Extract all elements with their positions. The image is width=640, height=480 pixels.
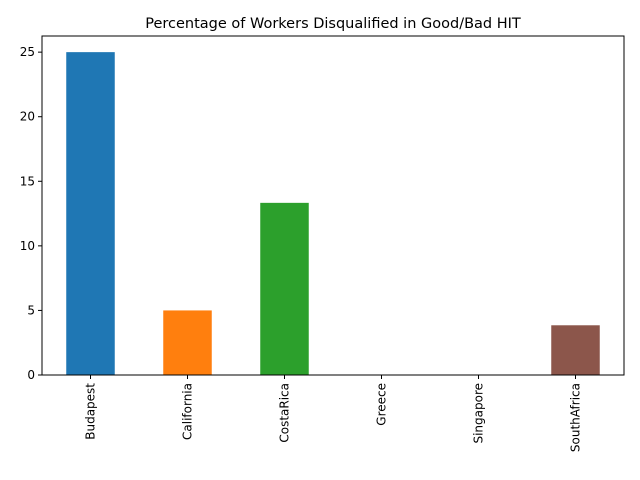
y-tick-label: 20 (20, 110, 35, 124)
y-tick-label: 5 (27, 303, 35, 317)
x-tick-label-greece: Greece (375, 383, 389, 426)
y-tick-label: 10 (20, 239, 35, 253)
chart-title: Percentage of Workers Disqualified in Go… (145, 16, 521, 32)
x-tick-label-costarica: CostaRica (278, 383, 292, 443)
y-axis-ticks: 0 5 10 15 20 25 (20, 45, 42, 382)
bar-costarica (260, 202, 309, 375)
bars-layer (66, 52, 600, 375)
y-tick-label: 15 (20, 174, 35, 188)
x-tick-label-singapore: Singapore (472, 383, 486, 444)
x-tick-label-southafrica: SouthAfrica (569, 383, 583, 452)
plot-frame (41, 35, 625, 376)
bar-california (163, 310, 212, 375)
y-tick-label: 0 (27, 368, 35, 382)
y-tick-label: 25 (20, 45, 35, 59)
x-tick-label-california: California (181, 383, 195, 440)
x-tick-label-budapest: Budapest (84, 383, 98, 440)
bar-southafrica (551, 325, 600, 375)
bar-budapest (66, 52, 115, 375)
x-axis-ticks: Budapest California CostaRica Greece Singapo… (84, 375, 583, 452)
